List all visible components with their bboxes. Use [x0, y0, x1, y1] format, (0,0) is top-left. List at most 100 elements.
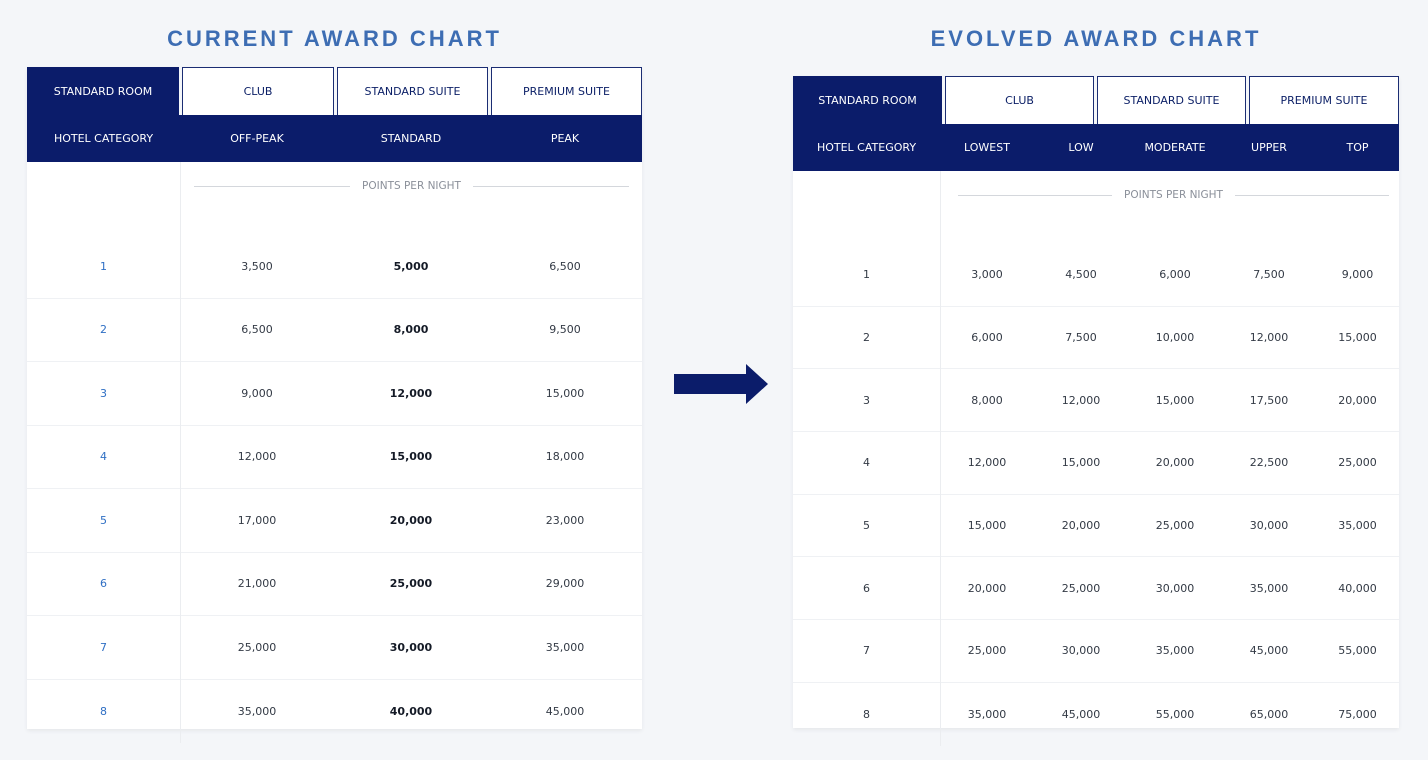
points-cell: 23,000: [545, 513, 585, 527]
points-cell: 20,000: [1338, 393, 1377, 407]
hotel-category-cell[interactable]: 2: [100, 323, 107, 337]
header-upper: UPPER: [1251, 141, 1287, 154]
points-cell: 35,000: [1338, 519, 1377, 533]
points-cell: 25,000: [967, 644, 1007, 658]
table-row: 3 9,000 12,000 15,000: [27, 362, 642, 426]
evolved-chart-title: EVOLVED AWARD CHART: [930, 26, 1262, 51]
hotel-category-cell: 8: [863, 707, 870, 721]
hotel-category-cell[interactable]: 5: [100, 513, 107, 527]
room-type-tabs: STANDARD ROOM CLUB STANDARD SUITE PREMIU…: [27, 67, 642, 115]
points-cell: 35,000: [1249, 581, 1289, 595]
hotel-category-cell: 7: [863, 644, 870, 658]
table-row: 6 20,000 25,000 30,000 35,000 40,000: [793, 557, 1399, 621]
points-cell: 35,000: [967, 707, 1007, 721]
points-cell: 45,000: [1061, 707, 1101, 721]
tab-standard-room[interactable]: STANDARD ROOM: [27, 67, 179, 115]
points-cell: 25,000: [1338, 456, 1377, 470]
column-header-row: HOTEL CATEGORY OFF-PEAK STANDARD PEAK: [27, 115, 642, 162]
right-arrow-icon: [674, 364, 768, 404]
hotel-category-cell[interactable]: 6: [100, 577, 107, 591]
points-cell: 15,000: [1061, 456, 1101, 470]
points-cell: 25,000: [1155, 519, 1195, 533]
points-cell: 8,000: [971, 393, 1003, 407]
hotel-category-cell[interactable]: 1: [100, 259, 107, 273]
points-cell: 9,000: [241, 386, 273, 400]
points-cell: 30,000: [1061, 644, 1101, 658]
points-cell: 30,000: [389, 640, 433, 654]
points-cell: 6,500: [241, 323, 273, 337]
points-cell: 6,000: [1159, 268, 1191, 282]
points-cell: 29,000: [545, 577, 585, 591]
column-header-row: HOTEL CATEGORY LOWEST LOW MODERATE UPPER…: [793, 124, 1399, 171]
tab-club[interactable]: CLUB: [945, 76, 1094, 124]
points-cell: 15,000: [1155, 393, 1195, 407]
points-cell: 20,000: [967, 581, 1007, 595]
header-hotel-category: HOTEL CATEGORY: [53, 132, 154, 145]
points-cell: 12,000: [1249, 331, 1289, 345]
points-cell: 17,500: [1249, 393, 1289, 407]
points-per-night-label: POINTS PER NIGHT: [194, 162, 629, 210]
points-cell: 8,000: [393, 323, 429, 337]
hotel-category-cell: 2: [863, 331, 870, 345]
points-cell: 35,000: [237, 704, 277, 718]
table-row: 5 17,000 20,000 23,000: [27, 489, 642, 553]
table-row: 4 12,000 15,000 20,000 22,500 25,000: [793, 432, 1399, 495]
points-cell: 75,000: [1338, 707, 1377, 721]
points-cell: 21,000: [237, 577, 277, 591]
header-moderate: MODERATE: [1144, 141, 1206, 154]
tab-premium-suite[interactable]: PREMIUM SUITE: [491, 67, 642, 115]
points-cell: 12,000: [389, 386, 433, 400]
hotel-category-cell: 3: [863, 393, 870, 407]
evolved-award-chart: STANDARD ROOM CLUB STANDARD SUITE PREMIU…: [793, 76, 1399, 746]
points-cell: 25,000: [237, 640, 277, 654]
table-row: 8 35,000 45,000 55,000 65,000 75,000: [793, 683, 1399, 746]
hotel-category-cell[interactable]: 7: [100, 640, 107, 654]
table-row: 5 15,000 20,000 25,000 30,000 35,000: [793, 495, 1399, 558]
hotel-category-cell: 4: [863, 456, 870, 470]
points-cell: 7,500: [1253, 268, 1285, 282]
points-cell: 25,000: [1061, 581, 1101, 595]
points-cell: 15,000: [545, 386, 585, 400]
category-column-divider: [940, 171, 941, 746]
points-cell: 3,500: [241, 259, 273, 273]
tab-standard-suite[interactable]: STANDARD SUITE: [1097, 76, 1246, 124]
header-off-peak: OFF-PEAK: [230, 132, 284, 145]
tab-standard-suite[interactable]: STANDARD SUITE: [337, 67, 488, 115]
header-top: TOP: [1346, 141, 1369, 154]
points-cell: 7,500: [1065, 331, 1097, 345]
table-row: 8 35,000 40,000 45,000: [27, 680, 642, 744]
points-cell: 25,000: [389, 577, 433, 591]
hotel-category-cell: 1: [863, 268, 870, 282]
tab-club[interactable]: CLUB: [182, 67, 334, 115]
points-cell: 40,000: [1338, 581, 1377, 595]
points-cell: 9,000: [1341, 268, 1374, 282]
header-low: LOW: [1068, 141, 1094, 154]
points-cell: 45,000: [545, 704, 585, 718]
header-hotel-category: HOTEL CATEGORY: [816, 141, 917, 154]
table-row: 7 25,000 30,000 35,000 45,000 55,000: [793, 620, 1399, 683]
points-cell: 35,000: [545, 640, 585, 654]
points-cell: 22,500: [1249, 456, 1289, 470]
points-cell: 40,000: [389, 704, 433, 718]
hotel-category-cell[interactable]: 3: [100, 386, 107, 400]
points-cell: 55,000: [1155, 707, 1195, 721]
points-cell: 12,000: [967, 456, 1007, 470]
points-cell: 12,000: [237, 450, 277, 464]
points-cell: 20,000: [1061, 519, 1101, 533]
tab-premium-suite[interactable]: PREMIUM SUITE: [1249, 76, 1399, 124]
table-row: 6 21,000 25,000 29,000: [27, 553, 642, 616]
points-cell: 4,500: [1065, 268, 1097, 282]
points-cell: 30,000: [1155, 581, 1195, 595]
points-cell: 17,000: [237, 513, 277, 527]
points-cell: 18,000: [545, 450, 585, 464]
hotel-category-cell: 5: [863, 519, 870, 533]
points-cell: 10,000: [1155, 331, 1195, 345]
hotel-category-cell[interactable]: 8: [100, 704, 107, 718]
table-row: 1 3,500 5,000 6,500: [27, 235, 642, 299]
current-award-chart: STANDARD ROOM CLUB STANDARD SUITE PREMIU…: [27, 67, 642, 743]
points-cell: 3,000: [971, 268, 1003, 282]
hotel-category-cell[interactable]: 4: [100, 450, 107, 464]
tab-standard-room[interactable]: STANDARD ROOM: [793, 76, 942, 124]
hotel-category-cell: 6: [863, 581, 870, 595]
points-cell: 12,000: [1061, 393, 1101, 407]
